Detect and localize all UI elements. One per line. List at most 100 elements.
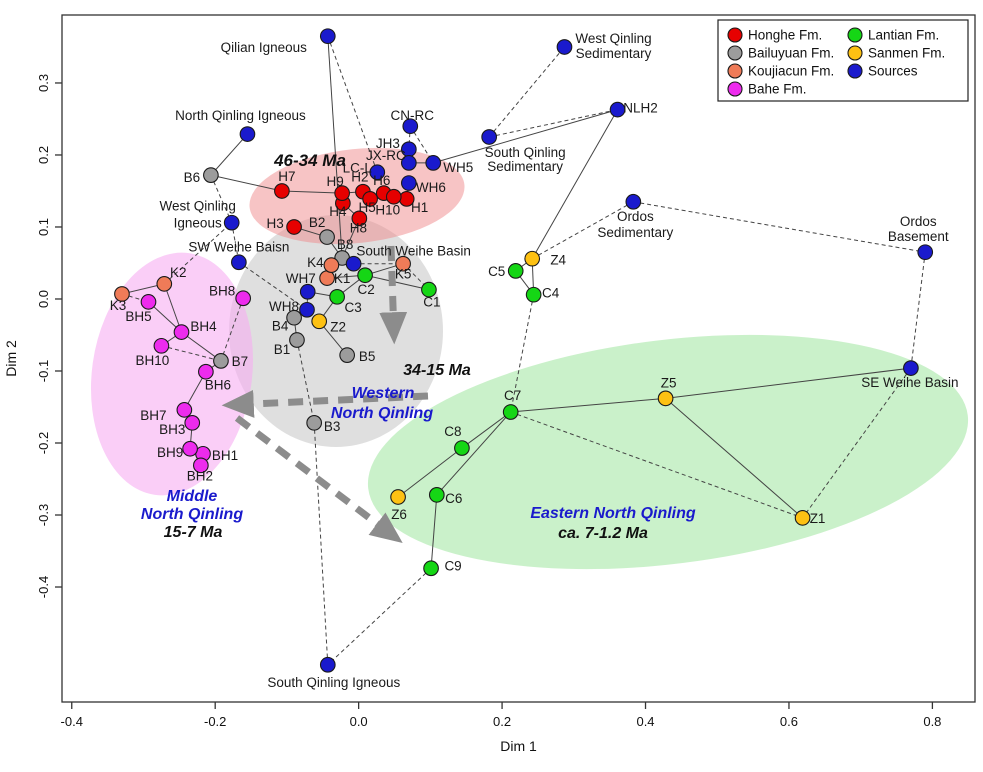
label-B7: B7 <box>232 354 249 369</box>
point-LC-L <box>369 164 386 181</box>
label-SouthQinlingIgneous: South Qinling Igneous <box>267 675 400 690</box>
point-K4 <box>323 257 340 273</box>
point-K2 <box>156 276 173 292</box>
edge-Z4-OrdosSedimentary <box>531 201 634 260</box>
edge-BH10-B7 <box>161 345 222 362</box>
legend-label-honghe-fm: Honghe Fm. <box>748 28 822 43</box>
point-H10 <box>385 188 402 205</box>
label-NLH2: NLH2 <box>623 101 658 116</box>
label-BH1: BH1 <box>212 448 238 463</box>
label-LC-L: LC-L <box>343 160 373 175</box>
label-C5: C5 <box>488 264 505 279</box>
point-WH5 <box>425 155 442 171</box>
label-K4: K4 <box>307 255 324 270</box>
annotation-2: Western <box>352 385 415 402</box>
legend-label-sanmen-fm: Sanmen Fm. <box>868 46 945 61</box>
label-BH5: BH5 <box>125 309 151 324</box>
point-OrdosBasement <box>917 244 934 261</box>
y-axis-title: Dim 2 <box>3 340 19 377</box>
x-tick-label-3: 0.2 <box>493 714 511 729</box>
label-H7: H7 <box>278 169 295 184</box>
point-K5 <box>395 255 411 272</box>
edge-OrdosSedimentary-OrdosBasement <box>633 201 926 253</box>
label-B2: B2 <box>309 215 326 230</box>
label-H3: H3 <box>266 216 283 231</box>
legend-box <box>717 19 969 102</box>
label-B8: B8 <box>337 237 354 252</box>
point-C4 <box>525 286 542 303</box>
point-C3 <box>329 288 345 305</box>
cluster-ellipse-magenta-middle-north-qinling <box>90 252 254 496</box>
point-labels: H1 H2 H3 H4 H5 H6 H7 H8 H9 H10 B1 B2 B3 B4 B5 B6 B7 B8 K1 K… <box>110 31 959 690</box>
annotation-7: Eastern North Qinling <box>530 505 696 522</box>
point-WH8 <box>299 301 315 318</box>
label-H2: H2 <box>351 170 368 185</box>
series-sources <box>223 28 934 673</box>
edge-C6-C9 <box>430 494 438 569</box>
label-BH7: BH7 <box>140 408 166 423</box>
label-Z2: Z2 <box>330 319 346 334</box>
label-B6: B6 <box>184 170 201 185</box>
label-SWWeiheBaisn: SW Weihe Baisn <box>188 239 289 254</box>
point-H9 <box>334 185 350 201</box>
point-C5 <box>507 263 524 279</box>
label-NorthQinlingIgneous: North Qinling Igneous <box>175 108 306 123</box>
edge-B3-SouthQinlingIgneous <box>313 422 329 665</box>
label-H9: H9 <box>327 174 344 189</box>
series-koujiacun-fm <box>114 255 411 302</box>
point-BH3 <box>184 414 201 431</box>
label-BH10: BH10 <box>136 353 170 368</box>
edge-K2-BH4 <box>163 283 182 333</box>
label-BH2: BH2 <box>187 468 213 483</box>
edge-SEWeiheBasin-Z1 <box>802 367 912 519</box>
label-Z5: Z5 <box>661 375 677 390</box>
point-Z4 <box>524 250 541 267</box>
point-SWWeiheBaisn <box>231 254 247 271</box>
label-Z4: Z4 <box>550 253 566 268</box>
legend: Honghe Fm. Bailuyuan Fm. Koujiacun Fm. Bahe… <box>717 19 969 102</box>
edge-C8-Z6 <box>397 447 463 498</box>
y-tick-label-5: -0.2 <box>36 432 51 454</box>
cluster-ellipses <box>90 147 969 570</box>
point-BH7 <box>176 402 193 418</box>
point-SouthQinlingSedimentary <box>481 129 498 145</box>
label-K5: K5 <box>395 267 412 282</box>
edge-H7-H9 <box>281 190 343 194</box>
legend-label-bailuyuan-fm: Bailuyuan Fm. <box>748 46 834 61</box>
point-B1 <box>289 332 305 348</box>
point-JX-RC <box>400 155 417 171</box>
label-B3: B3 <box>324 419 341 434</box>
label-OrdosSedimentary-line1: Ordos <box>617 209 654 224</box>
label-SouthWeiheBasin: South Weihe Basin <box>356 244 471 259</box>
label-JH3: JH3 <box>376 136 400 151</box>
label-C2: C2 <box>357 282 374 297</box>
legend-swatch-lantian-fm <box>847 27 863 43</box>
x-tick-label-6: 0.8 <box>923 714 941 729</box>
label-B5: B5 <box>359 349 376 364</box>
legend-label-sources: Sources <box>868 64 918 79</box>
series-sanmen-fm <box>311 250 811 526</box>
legend-label-bahe-fm: Bahe Fm. <box>748 82 807 97</box>
annotation-6: 15-7 Ma <box>164 524 223 541</box>
point-C7 <box>502 404 519 420</box>
axes: -0.4 -0.2 0.0 0.2 0.4 0.6 0.8 0.3 0.2 0.1 0.0 -0.1 -… <box>3 14 976 754</box>
point-WH6 <box>400 175 417 191</box>
label-WH8: WH8 <box>269 299 299 314</box>
point-H7 <box>274 183 290 199</box>
edge-K2-WestQinlingIgneous <box>163 222 233 285</box>
label-JX-RC: JX-RC <box>366 148 406 163</box>
plot-border <box>61 14 976 703</box>
edge-NLH2-WH5 <box>433 109 618 164</box>
edge-B6-H7 <box>210 174 283 192</box>
edge-C7-C8 <box>461 411 511 449</box>
x-tick-label-2: 0.0 <box>350 714 368 729</box>
point-Z2 <box>311 313 328 330</box>
edge-C4-C7 <box>510 294 535 413</box>
legend-swatch-honghe-fm <box>727 27 743 43</box>
label-H4: H4 <box>329 204 347 219</box>
edge-C2-C1 <box>364 274 430 291</box>
label-OrdosBasement-line1: Ordos <box>900 214 937 229</box>
point-H3 <box>286 219 302 235</box>
